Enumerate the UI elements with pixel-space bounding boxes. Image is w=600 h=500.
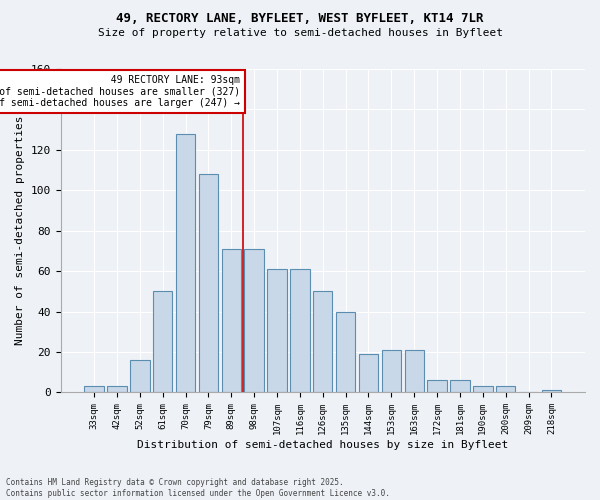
Bar [450,380,470,392]
Bar [496,386,515,392]
Bar [130,360,149,392]
Bar [176,134,195,392]
Text: 49, RECTORY LANE, BYFLEET, WEST BYFLEET, KT14 7LR: 49, RECTORY LANE, BYFLEET, WEST BYFLEET,… [116,12,484,26]
Bar [199,174,218,392]
Y-axis label: Number of semi-detached properties: Number of semi-detached properties [15,116,25,346]
Bar [404,350,424,393]
Bar [427,380,447,392]
Bar [153,292,172,392]
Bar [313,292,332,392]
Bar [359,354,378,393]
Bar [244,249,264,392]
Bar [473,386,493,392]
Text: Contains HM Land Registry data © Crown copyright and database right 2025.
Contai: Contains HM Land Registry data © Crown c… [6,478,390,498]
Bar [290,269,310,392]
Text: Size of property relative to semi-detached houses in Byfleet: Size of property relative to semi-detach… [97,28,503,38]
Bar [85,386,104,392]
Bar [107,386,127,392]
Bar [382,350,401,393]
X-axis label: Distribution of semi-detached houses by size in Byfleet: Distribution of semi-detached houses by … [137,440,508,450]
Text: 49 RECTORY LANE: 93sqm
← 56% of semi-detached houses are smaller (327)
  42% of : 49 RECTORY LANE: 93sqm ← 56% of semi-det… [0,75,241,108]
Bar [268,269,287,392]
Bar [336,312,355,392]
Bar [542,390,561,392]
Bar [221,249,241,392]
